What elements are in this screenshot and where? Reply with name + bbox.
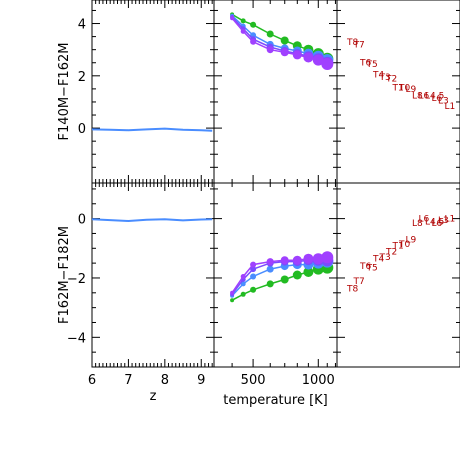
temp-series-point xyxy=(230,298,235,303)
spectral-type-label: T1 xyxy=(392,84,404,94)
ytick-label: −4 xyxy=(67,331,86,346)
spectral-type-label: L1 xyxy=(445,102,456,112)
xtick-label-z: 8 xyxy=(161,373,169,388)
spectral-type-label: T6 xyxy=(359,59,371,69)
spectral-type-label: T8 xyxy=(346,284,358,294)
temp-series-point xyxy=(303,267,314,277)
panel-frame-r1-c0 xyxy=(91,182,215,368)
xtick-label-temp: 1000 xyxy=(302,373,335,388)
xtick-label-z: 6 xyxy=(88,373,96,388)
panel-frame-r1-c1 xyxy=(213,182,338,368)
temp-series-point xyxy=(292,270,302,280)
temp-series-point xyxy=(280,48,289,57)
spectral-type-label: T5 xyxy=(366,60,378,70)
panel-frame-r1-c2 xyxy=(336,182,460,368)
temp-series-point xyxy=(266,265,274,273)
spectral-type-label: L4.5 xyxy=(425,91,444,101)
spectral-type-label: T2 xyxy=(385,247,397,257)
x-axis-label-z: z xyxy=(150,389,157,404)
ytick-label: 0 xyxy=(78,213,86,228)
spectral-type-label: L9 xyxy=(406,85,417,95)
temp-series-point xyxy=(280,275,289,284)
temp-series-point xyxy=(240,274,246,279)
temp-series-point xyxy=(312,54,324,66)
spectral-type-label: T4 xyxy=(372,255,384,265)
spectral-type-label: L8 xyxy=(412,219,423,229)
ytick-label: 2 xyxy=(78,70,86,85)
spectral-type-label: T2 xyxy=(385,74,397,84)
y-axis-label: F140M−F162M xyxy=(57,43,72,141)
spectral-type-label: T3 xyxy=(379,253,391,263)
temp-series-point xyxy=(266,280,274,288)
spectral-type-label: L1 xyxy=(445,215,456,225)
spectral-type-label: T7 xyxy=(353,277,365,287)
temp-series-line-r1-s1 xyxy=(231,260,328,297)
temp-series-point xyxy=(250,273,257,280)
temp-series-point xyxy=(303,253,314,264)
spectral-type-label: L6 xyxy=(432,219,443,229)
spectral-type-label: L6 xyxy=(432,94,443,104)
spectral-type-label: T0 xyxy=(398,84,410,94)
temp-series-point xyxy=(280,256,289,265)
spectral-type-label: T4 xyxy=(372,71,384,81)
panel-frame-r0-c1 xyxy=(213,0,338,184)
xtick-label-temp: 500 xyxy=(241,373,266,388)
spectral-type-label: T3 xyxy=(379,73,391,83)
spectral-type-label: L6 xyxy=(419,215,430,225)
temp-series-point xyxy=(266,258,274,266)
panel-frame-r0-c0 xyxy=(91,0,215,184)
temp-series-point xyxy=(266,46,274,54)
temp-series-point xyxy=(292,50,302,60)
data-layer xyxy=(91,12,334,303)
temp-series-point xyxy=(321,251,334,264)
spectral-type-label: T0 xyxy=(398,240,410,250)
temp-series-point xyxy=(280,36,289,45)
temp-series-point xyxy=(240,291,246,297)
temp-series-point xyxy=(240,18,246,24)
ytick-label: −2 xyxy=(67,272,86,287)
spectral-type-label: L3 xyxy=(438,216,449,226)
temp-series-point xyxy=(250,286,257,293)
temp-series-point xyxy=(312,253,324,265)
spectral-type-label: L6 xyxy=(419,91,430,101)
spectral-type-label: L4.5 xyxy=(425,218,444,228)
redshift-curve-r1 xyxy=(91,218,213,223)
y-axis-label: F162M−F182M xyxy=(57,226,72,324)
temp-series-point xyxy=(292,255,302,265)
spectral-type-label: L8 xyxy=(412,91,423,101)
temp-series-point xyxy=(250,38,257,45)
temp-series-point xyxy=(230,16,235,21)
spectral-type-label: T5 xyxy=(366,264,378,274)
spectral-type-label: T7 xyxy=(353,40,365,50)
ytick-label: 0 xyxy=(78,122,86,137)
spectral-type-label: T8 xyxy=(346,38,358,48)
temp-series-point xyxy=(303,52,314,63)
temp-series-point xyxy=(250,261,257,268)
temp-series-point xyxy=(250,21,257,28)
ytick-label: 4 xyxy=(78,18,86,33)
temp-series-point xyxy=(266,30,274,38)
temp-series-point xyxy=(250,266,257,273)
spectral-type-label: L9 xyxy=(406,235,417,245)
axes-layer xyxy=(91,0,460,368)
spectral-type-label: L3 xyxy=(438,97,449,107)
spectral-type-label: T6 xyxy=(359,262,371,272)
temp-series-point xyxy=(240,281,246,287)
xtick-label-z: 9 xyxy=(197,373,205,388)
xtick-label-z: 7 xyxy=(124,373,132,388)
temp-series-point xyxy=(240,28,246,34)
redshift-curve-r0 xyxy=(91,127,213,132)
x-axis-label-temperature: temperature [K] xyxy=(223,393,328,408)
spectral-type-label: T1 xyxy=(392,241,404,251)
temp-series-point xyxy=(321,58,334,70)
temp-series-point xyxy=(230,290,235,295)
